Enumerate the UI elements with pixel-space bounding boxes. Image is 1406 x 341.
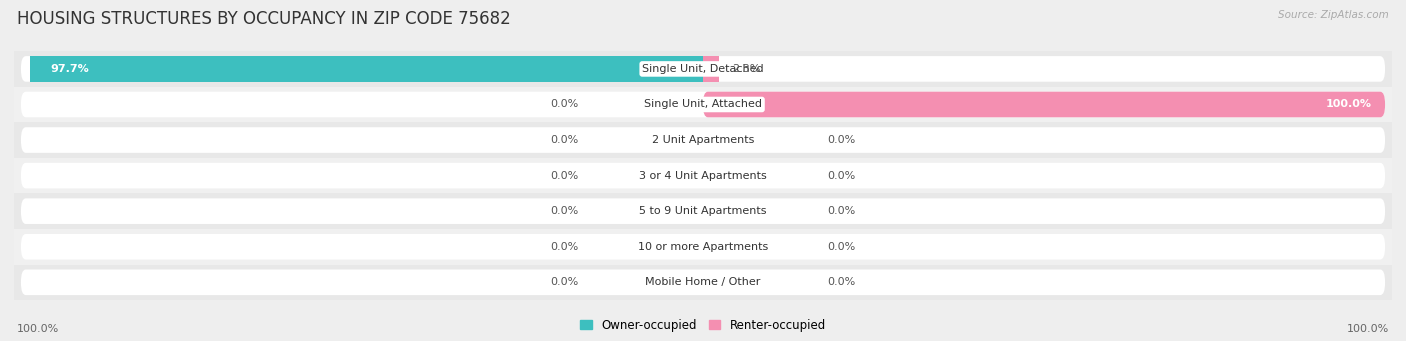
FancyBboxPatch shape — [703, 92, 1385, 117]
FancyBboxPatch shape — [21, 198, 1385, 224]
Text: HOUSING STRUCTURES BY OCCUPANCY IN ZIP CODE 75682: HOUSING STRUCTURES BY OCCUPANCY IN ZIP C… — [17, 10, 510, 28]
Text: 0.0%: 0.0% — [551, 277, 579, 287]
Text: 10 or more Apartments: 10 or more Apartments — [638, 242, 768, 252]
Text: 2 Unit Apartments: 2 Unit Apartments — [652, 135, 754, 145]
Text: 0.0%: 0.0% — [551, 100, 579, 109]
Bar — [14, 122, 1392, 158]
Text: 0.0%: 0.0% — [551, 242, 579, 252]
Text: 2.3%: 2.3% — [733, 64, 761, 74]
Bar — [14, 158, 1392, 193]
Text: 0.0%: 0.0% — [827, 242, 855, 252]
Bar — [14, 265, 1392, 300]
FancyBboxPatch shape — [21, 269, 1385, 295]
Text: Mobile Home / Other: Mobile Home / Other — [645, 277, 761, 287]
Text: 0.0%: 0.0% — [827, 135, 855, 145]
FancyBboxPatch shape — [21, 234, 1385, 260]
Text: 0.0%: 0.0% — [827, 206, 855, 216]
Text: 0.0%: 0.0% — [551, 206, 579, 216]
Text: 100.0%: 100.0% — [17, 324, 59, 334]
Text: 0.0%: 0.0% — [551, 135, 579, 145]
FancyBboxPatch shape — [703, 56, 718, 82]
FancyBboxPatch shape — [21, 92, 1385, 117]
Text: 5 to 9 Unit Apartments: 5 to 9 Unit Apartments — [640, 206, 766, 216]
Bar — [14, 87, 1392, 122]
Text: Source: ZipAtlas.com: Source: ZipAtlas.com — [1278, 10, 1389, 20]
FancyBboxPatch shape — [21, 163, 1385, 189]
Text: 3 or 4 Unit Apartments: 3 or 4 Unit Apartments — [640, 170, 766, 181]
Text: Single Unit, Detached: Single Unit, Detached — [643, 64, 763, 74]
Text: 100.0%: 100.0% — [1326, 100, 1371, 109]
Text: 0.0%: 0.0% — [827, 277, 855, 287]
FancyBboxPatch shape — [30, 56, 703, 82]
Bar — [14, 229, 1392, 265]
Bar — [14, 51, 1392, 87]
Text: Single Unit, Attached: Single Unit, Attached — [644, 100, 762, 109]
Legend: Owner-occupied, Renter-occupied: Owner-occupied, Renter-occupied — [579, 319, 827, 332]
Bar — [14, 193, 1392, 229]
Text: 0.0%: 0.0% — [551, 170, 579, 181]
FancyBboxPatch shape — [21, 127, 1385, 153]
FancyBboxPatch shape — [21, 56, 1385, 82]
Text: 97.7%: 97.7% — [51, 64, 90, 74]
Text: 100.0%: 100.0% — [1347, 324, 1389, 334]
Text: 0.0%: 0.0% — [827, 170, 855, 181]
